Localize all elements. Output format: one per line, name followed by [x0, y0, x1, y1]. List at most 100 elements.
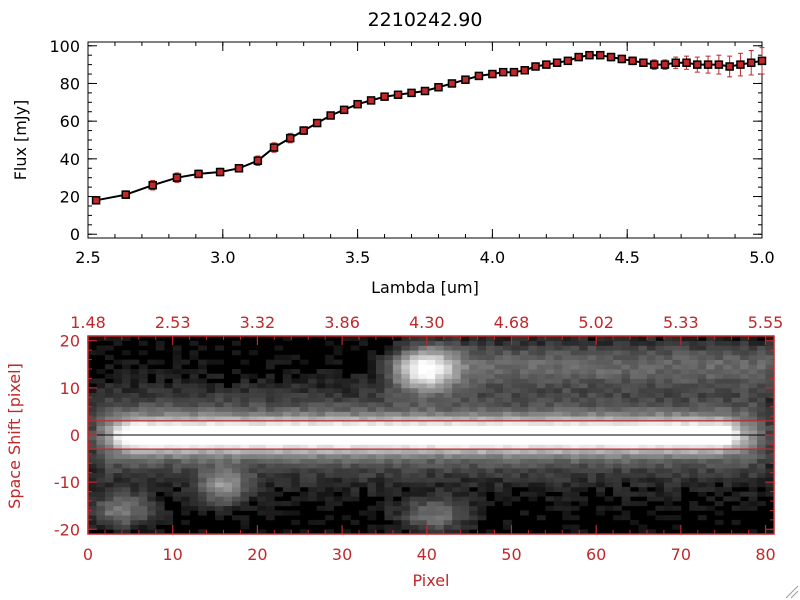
image-pixel	[206, 435, 216, 441]
image-pixel	[536, 345, 546, 351]
image-pixel	[502, 430, 512, 436]
image-pixel	[748, 369, 758, 375]
image-pixel	[562, 477, 572, 483]
image-pixel	[418, 402, 428, 408]
image-pixel	[672, 453, 682, 459]
image-pixel	[672, 402, 682, 408]
image-pixel	[164, 449, 174, 455]
image-top-wavelength-label: 3.32	[240, 313, 276, 332]
image-pixel	[392, 486, 402, 492]
image-pixel	[104, 430, 114, 436]
image-pixel	[375, 468, 385, 474]
image-pixel	[714, 340, 724, 346]
image-pixel	[562, 383, 572, 389]
image-pixel	[401, 430, 411, 436]
image-pixel	[528, 496, 538, 502]
image-pixel	[502, 420, 512, 426]
spectrum-x-tick-label: 4.5	[614, 248, 639, 267]
image-pixel	[460, 411, 470, 417]
image-pixel	[257, 501, 267, 507]
image-pixel	[350, 402, 360, 408]
image-pixel	[553, 496, 563, 502]
image-pixel	[282, 359, 292, 365]
image-top-wavelength-label: 3.86	[324, 313, 360, 332]
image-pixel	[223, 397, 233, 403]
image-pixel	[545, 477, 555, 483]
image-pixel	[663, 354, 673, 360]
image-pixel	[198, 345, 207, 351]
image-pixel	[104, 515, 114, 521]
image-pixel	[282, 336, 292, 342]
spectrum-data-point	[434, 82, 443, 92]
image-pixel	[418, 482, 428, 488]
image-pixel	[757, 411, 766, 417]
image-pixel	[646, 449, 656, 455]
image-pixel	[486, 486, 495, 492]
image-pixel	[401, 336, 411, 342]
image-pixel	[265, 501, 275, 507]
image-pixel	[663, 501, 673, 507]
image-pixel	[215, 435, 224, 441]
image-pixel	[460, 420, 470, 426]
image-pixel	[88, 397, 97, 403]
image-pixel	[96, 458, 106, 464]
image-pixel	[155, 425, 165, 431]
image-pixel	[672, 491, 682, 497]
image-pixel	[375, 505, 385, 511]
image-pixel	[138, 411, 148, 417]
image-pixel	[316, 496, 326, 502]
image-pixel	[646, 406, 656, 412]
image-pixel	[435, 444, 445, 450]
image-pixel	[172, 449, 182, 455]
image-pixel	[511, 430, 521, 436]
image-pixel	[655, 359, 665, 365]
image-pixel	[384, 453, 394, 459]
image-pixel	[418, 350, 428, 356]
image-pixel	[519, 425, 529, 431]
image-pixel	[638, 472, 648, 478]
image-pixel	[469, 472, 478, 478]
image-pixel	[401, 435, 411, 441]
image-pixel	[570, 373, 580, 379]
image-pixel	[621, 472, 631, 478]
image-pixel	[375, 482, 385, 488]
image-pixel	[435, 482, 445, 488]
image-pixel	[392, 510, 402, 516]
image-pixel	[604, 435, 614, 441]
image-pixel	[621, 458, 631, 464]
image-pixel	[443, 482, 453, 488]
image-pixel	[401, 340, 411, 346]
image-pixel	[88, 392, 97, 398]
resize-grip-icon[interactable]	[785, 585, 799, 599]
image-pixel	[469, 468, 478, 474]
image-pixel	[460, 397, 470, 403]
image-pixel	[367, 435, 377, 441]
image-pixel	[350, 383, 360, 389]
image-pixel	[748, 373, 758, 379]
image-pixel	[308, 519, 318, 525]
image-pixel	[392, 463, 402, 469]
image-pixel	[121, 515, 131, 521]
image-pixel	[511, 425, 521, 431]
image-pixel	[553, 364, 563, 370]
image-pixel	[596, 458, 606, 464]
image-pixel	[672, 439, 682, 445]
image-pixel	[553, 383, 563, 389]
image-pixel	[409, 340, 419, 346]
image-pixel	[731, 402, 741, 408]
image-pixel	[452, 340, 462, 346]
image-pixel	[689, 369, 699, 375]
image-pixel	[630, 420, 639, 426]
image-pixel	[519, 345, 529, 351]
spectrum-y-tick-label: 40	[60, 150, 80, 169]
image-pixel	[308, 392, 318, 398]
image-pixel	[596, 472, 606, 478]
image-pixel	[130, 458, 140, 464]
image-pixel	[714, 472, 724, 478]
image-pixel	[536, 402, 546, 408]
image-pixel	[333, 411, 343, 417]
image-pixel	[240, 505, 250, 511]
image-pixel	[375, 359, 385, 365]
image-pixel	[528, 416, 538, 422]
image-pixel	[418, 369, 428, 375]
